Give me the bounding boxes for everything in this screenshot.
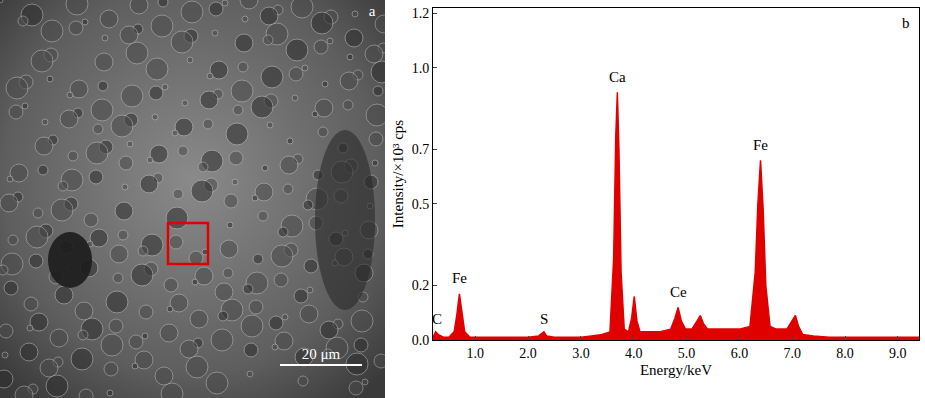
svg-text:1.0: 1.0 bbox=[467, 346, 485, 361]
svg-text:9.0: 9.0 bbox=[889, 346, 907, 361]
svg-text:Fe: Fe bbox=[452, 270, 467, 286]
svg-text:0.2: 0.2 bbox=[412, 278, 430, 293]
svg-text:Fe: Fe bbox=[753, 137, 768, 153]
svg-text:6.0: 6.0 bbox=[731, 346, 749, 361]
svg-text:0.0: 0.0 bbox=[412, 333, 430, 348]
svg-text:0.7: 0.7 bbox=[412, 142, 430, 157]
svg-text:7.0: 7.0 bbox=[783, 346, 801, 361]
svg-text:S: S bbox=[540, 311, 548, 327]
svg-text:Energy/keV: Energy/keV bbox=[640, 362, 712, 378]
svg-text:5.0: 5.0 bbox=[678, 346, 696, 361]
svg-text:3.0: 3.0 bbox=[572, 346, 590, 361]
svg-text:a: a bbox=[369, 3, 376, 19]
svg-text:2.0: 2.0 bbox=[519, 346, 537, 361]
svg-text:1.2: 1.2 bbox=[412, 6, 430, 21]
svg-text:C: C bbox=[432, 311, 442, 327]
svg-text:8.0: 8.0 bbox=[836, 346, 854, 361]
svg-text:b: b bbox=[902, 15, 910, 31]
svg-text:1.0: 1.0 bbox=[412, 61, 430, 76]
svg-text:Intensity/×10³ cps: Intensity/×10³ cps bbox=[390, 120, 406, 229]
svg-text:Ce: Ce bbox=[670, 284, 687, 300]
svg-text:4.0: 4.0 bbox=[625, 346, 643, 361]
svg-text:20 μm: 20 μm bbox=[302, 346, 341, 362]
svg-text:Ca: Ca bbox=[609, 69, 626, 85]
svg-text:0.5: 0.5 bbox=[412, 197, 430, 212]
